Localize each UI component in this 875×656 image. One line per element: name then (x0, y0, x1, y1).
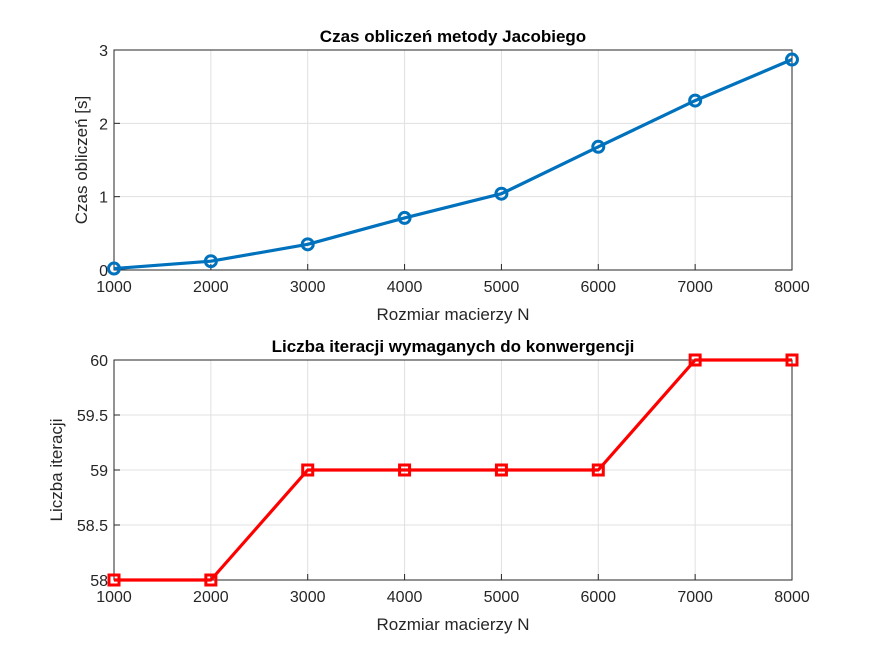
x-tick-label: 3000 (290, 589, 326, 606)
x-tick-label: 2000 (193, 589, 229, 606)
data-point (494, 463, 508, 477)
chart-iteration-count: 1000 2000 3000 4000 5000 6000 7000 8000 58 58.5 59… (47, 337, 810, 634)
data-point (203, 254, 218, 269)
data-point (204, 573, 218, 587)
x-tick-label: 8000 (774, 279, 810, 296)
data-point (785, 353, 799, 367)
y-tick-label: 58.5 (77, 518, 108, 535)
plot-area-frame (113, 49, 793, 271)
data-point (398, 463, 412, 477)
y-axis-label: Liczba iteracji (47, 419, 66, 522)
y-tick-label: 0 (99, 263, 108, 280)
y-tick-label: 58 (90, 573, 108, 590)
data-point (300, 237, 315, 252)
x-tick-label: 1000 (96, 589, 132, 606)
data-point (107, 573, 121, 587)
data-point (688, 93, 703, 108)
y-tick-label: 60 (90, 353, 108, 370)
x-tick-label: 6000 (580, 279, 616, 296)
chart-title: Liczba iteracji wymaganych do konwergenc… (272, 337, 635, 356)
data-point (688, 353, 702, 367)
x-tick-label: 4000 (387, 279, 423, 296)
data-point (397, 210, 412, 225)
y-axis-label: Czas obliczeń [s] (72, 96, 91, 225)
x-tick-label: 7000 (677, 589, 713, 606)
data-point (494, 186, 509, 201)
x-tick-label: 3000 (290, 279, 326, 296)
data-point (785, 52, 799, 67)
y-tick-label: 2 (99, 116, 108, 133)
y-tick-label: 1 (99, 190, 108, 207)
x-tick-label: 2000 (193, 279, 229, 296)
x-tick-label: 5000 (484, 589, 520, 606)
data-point (591, 463, 605, 477)
chart-title: Czas obliczeń metody Jacobiego (320, 27, 586, 46)
x-tick-label: 6000 (580, 589, 616, 606)
y-tick-label: 59 (90, 463, 108, 480)
series-line (113, 58, 793, 271)
y-tick-label: 3 (99, 43, 108, 60)
y-tick-label: 59.5 (77, 408, 108, 425)
x-tick-label: 8000 (774, 589, 810, 606)
x-tick-label: 5000 (484, 279, 520, 296)
data-point (591, 139, 606, 154)
x-axis-label: Rozmiar macierzy N (376, 305, 529, 324)
data-point (107, 261, 121, 276)
series-line (114, 358, 792, 582)
x-tick-label: 7000 (677, 279, 713, 296)
data-point (301, 463, 315, 477)
x-axis-label: Rozmiar macierzy N (376, 615, 529, 634)
x-tick-label: 1000 (96, 279, 132, 296)
chart-computation-time: 1000 2000 3000 4000 5000 6000 7000 8000 0 1 2 3 Cza… (72, 27, 810, 324)
x-tick-label: 4000 (387, 589, 423, 606)
